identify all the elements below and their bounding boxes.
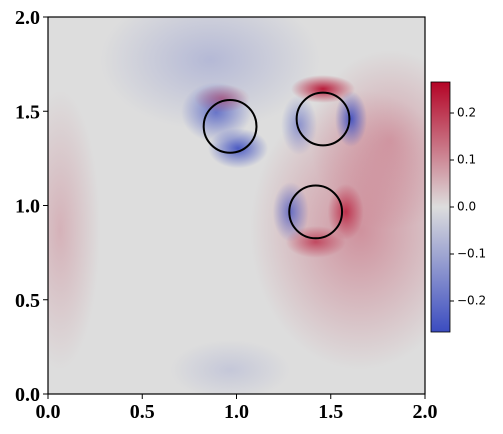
- circle: [295, 91, 351, 147]
- circle: [202, 98, 258, 154]
- colorbar-tick-label: −0.2: [457, 293, 486, 307]
- colorbar-tick-label: −0.1: [457, 246, 486, 260]
- circle: [288, 184, 344, 240]
- y-tick-label: 0.5: [15, 290, 40, 312]
- y-tick-label: 2.0: [15, 7, 40, 29]
- field-shade: [285, 225, 346, 258]
- colorbar-tick-label: 0.2: [457, 106, 476, 120]
- field-shade: [291, 74, 356, 103]
- field-shade: [48, 90, 100, 370]
- field-shade: [281, 94, 318, 155]
- x-tick-label: 2.0: [413, 401, 438, 423]
- y-tick-label: 0.0: [15, 384, 40, 406]
- colorbar-tick-label: 0.1: [457, 153, 476, 167]
- x-tick-label: 1.0: [224, 401, 249, 423]
- x-tick-label: 1.5: [318, 401, 343, 423]
- colorbar: [430, 81, 451, 333]
- field-shade: [272, 181, 309, 242]
- field-shade: [327, 183, 364, 240]
- field-shade: [194, 84, 251, 113]
- y-tick-label: 1.5: [15, 101, 40, 123]
- field-shade: [335, 90, 368, 147]
- colorbar-tick-label: 0.0: [457, 200, 476, 214]
- x-tick-label: 0.5: [130, 401, 155, 423]
- x-tick-label: 0.0: [36, 401, 61, 423]
- field-shade: [100, 17, 320, 130]
- field-shade: [170, 340, 290, 394]
- y-tick-label: 1.0: [15, 196, 40, 218]
